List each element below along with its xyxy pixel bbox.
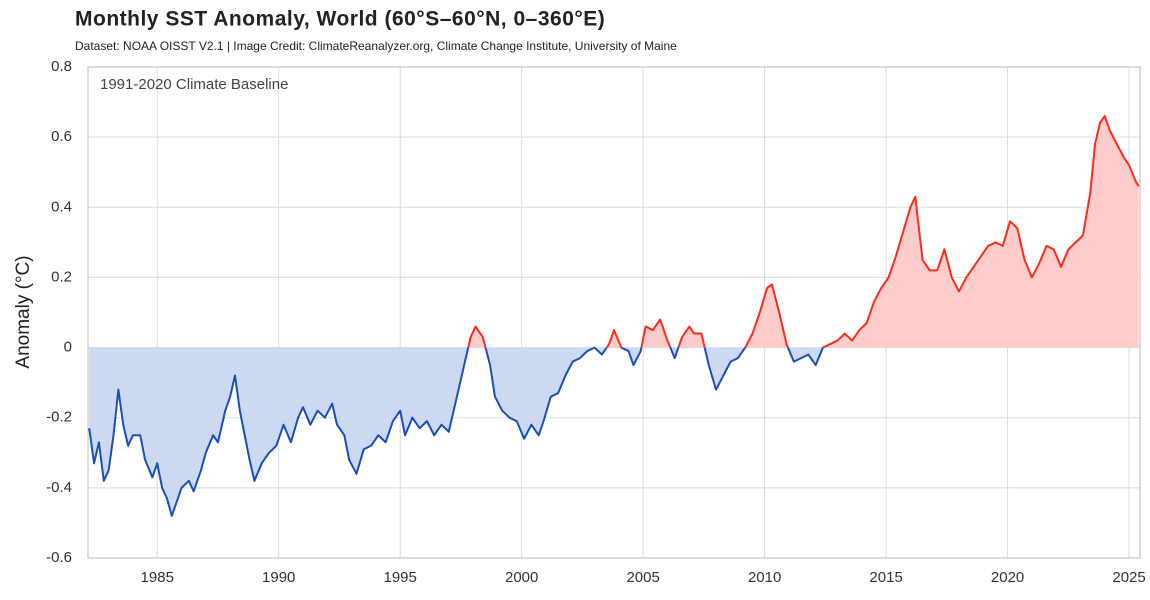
- y-tick-label: 0: [64, 339, 72, 356]
- x-tick-label: 2020: [991, 569, 1024, 586]
- x-tick-label: 2005: [626, 569, 659, 586]
- x-tick-label: 2000: [505, 569, 538, 586]
- x-tick-label: 2015: [869, 569, 902, 586]
- y-tick-label: 0.2: [51, 268, 72, 285]
- y-tick-label: 0.8: [51, 58, 72, 75]
- x-tick-label: 1995: [384, 569, 417, 586]
- line-below: [88, 347, 826, 517]
- y-tick-label: 0.6: [51, 128, 72, 145]
- y-axis-label: Anomaly (°C): [13, 255, 34, 368]
- y-tick-label: 0.4: [51, 198, 72, 215]
- area-below: [89, 347, 823, 516]
- annotation: 1991-2020 Climate Baseline: [100, 76, 288, 93]
- plot-frame: [87, 66, 1141, 559]
- chart-subtitle: Dataset: NOAA OISST V2.1 | Image Credit:…: [75, 39, 677, 53]
- x-tick-label: 2025: [1112, 569, 1145, 586]
- y-tick-label: -0.2: [46, 409, 72, 426]
- x-tick-label: 1985: [141, 569, 174, 586]
- area-above: [89, 116, 1139, 348]
- y-tick-label: -0.6: [46, 549, 72, 566]
- y-tick-label: -0.4: [46, 479, 72, 496]
- x-tick-label: 1990: [262, 569, 295, 586]
- x-tick-label: 2010: [748, 569, 781, 586]
- chart-title: Monthly SST Anomaly, World (60°S–60°N, 0…: [75, 8, 605, 31]
- line-above: [467, 115, 1140, 348]
